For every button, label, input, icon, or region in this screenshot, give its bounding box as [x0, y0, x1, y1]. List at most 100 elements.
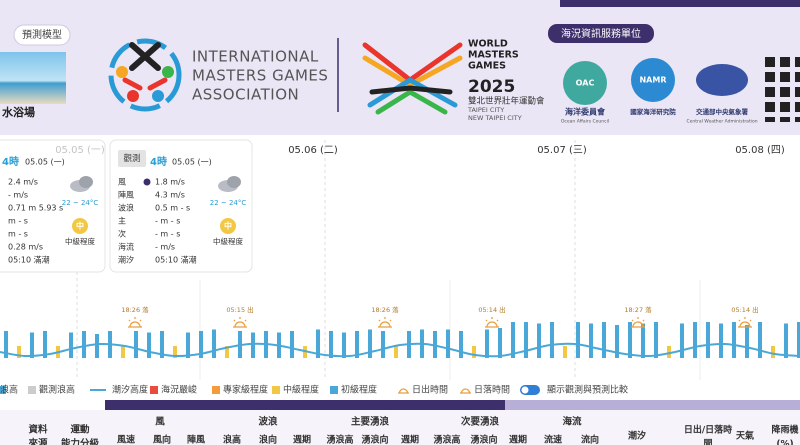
card-date: 05.05 (一): [172, 158, 212, 167]
bar: [95, 334, 99, 358]
qr-cell: [765, 72, 770, 77]
qr-cell: [795, 92, 800, 97]
bar: [797, 322, 800, 358]
qr-cell: [780, 107, 785, 112]
cwa-logo: [696, 64, 748, 96]
table-head: 運動: [70, 424, 90, 436]
wind-icon: [143, 178, 151, 186]
sun-time: 05:14 出: [478, 305, 505, 314]
imga-logo: [108, 38, 182, 112]
bar: [342, 332, 346, 358]
card-badge: 觀測: [123, 153, 140, 164]
card-value: - m/s: [8, 191, 28, 200]
bar: [745, 325, 749, 358]
wmg-year: 2025: [468, 77, 515, 97]
bar: [160, 331, 164, 358]
bar: [485, 329, 489, 358]
bar: [589, 323, 593, 358]
qr-cell: [765, 62, 770, 67]
legend-swatch: [398, 388, 409, 394]
bar: [251, 332, 255, 358]
bar: [17, 346, 21, 358]
legend-swatch: [150, 386, 158, 394]
table-column: 湧浪高: [433, 434, 460, 445]
level-badge: [220, 218, 236, 234]
qr-cell: [780, 92, 785, 97]
table-head: 來源: [27, 438, 48, 445]
qr-cell: [795, 77, 800, 82]
thumbnail[interactable]: [0, 52, 66, 104]
legend-label: 顯示觀測與預測比較: [547, 384, 628, 396]
table-band: [105, 400, 505, 410]
table-head: (%): [776, 440, 793, 445]
sun-time: 18:26 落: [371, 305, 399, 314]
qr-cell: [770, 77, 775, 82]
bar: [316, 329, 320, 358]
table-column: 湧浪高: [326, 434, 353, 445]
card-row-value: - m - s: [155, 230, 180, 239]
bar: [225, 346, 229, 358]
table-head: 能力分級: [61, 438, 100, 445]
bar: [69, 332, 73, 358]
qr-cell: [780, 87, 785, 92]
bar: [433, 331, 437, 358]
qr-cell: [780, 72, 785, 77]
wmg-text: WORLD: [468, 39, 508, 50]
bar: [654, 322, 658, 358]
badge: [118, 150, 146, 167]
qr-cell: [795, 107, 800, 112]
model-label: 預測模型: [22, 28, 62, 41]
agency-en: Central Weather Administration: [686, 119, 757, 125]
bar: [680, 323, 684, 358]
wmg-zh: 雙北世界壯年運動會: [468, 96, 545, 107]
table-head: 間: [703, 439, 712, 445]
bar: [524, 322, 528, 358]
bar: [121, 346, 125, 358]
bar: [173, 346, 177, 358]
qr-cell: [780, 102, 785, 107]
legend-swatch: [28, 386, 36, 394]
bar: [511, 322, 515, 358]
bar: [498, 328, 502, 358]
thumb-label: 水浴場: [2, 105, 35, 119]
bar: [459, 331, 463, 358]
card-row-value: 1.8 m/s: [155, 178, 185, 187]
bar: [719, 323, 723, 358]
bar: [30, 332, 34, 358]
qr-cell: [770, 57, 775, 62]
bar: [576, 322, 580, 358]
card-row-label: 波浪: [118, 203, 134, 213]
level-badge: [72, 218, 88, 234]
qr-cell: [780, 77, 785, 82]
namr-logo: [631, 58, 675, 102]
agency-en: Ocean Affairs Council: [561, 119, 609, 125]
sun-icon: [233, 317, 247, 328]
legend-label: 潮汐高度: [112, 384, 148, 396]
agency-zh: 海洋委員會: [565, 107, 606, 117]
table-column: 風速: [117, 434, 135, 445]
tide-line: [0, 342, 800, 358]
qr-cell: [765, 92, 770, 97]
qr-code[interactable]: [765, 57, 800, 122]
table-head: 天氣: [736, 430, 754, 442]
legend-swatch: [330, 386, 338, 394]
legend-label: 中級程度: [283, 384, 319, 396]
bar: [82, 331, 86, 358]
sun-icon: [128, 317, 142, 328]
table-head: 資料: [28, 424, 48, 436]
table-header: [0, 410, 800, 445]
sun-icon: [631, 317, 645, 328]
qr-cell: [795, 62, 800, 67]
legend-swatch: [212, 386, 220, 394]
agency-abbr: NAMR: [639, 76, 666, 85]
table-band: [505, 400, 800, 410]
bar: [134, 331, 138, 358]
model-pill[interactable]: [13, 24, 71, 46]
legend-label: 專家級程度: [223, 384, 268, 396]
legend-swatch: [272, 386, 280, 394]
card-row-value: 0.5 m - s: [155, 204, 190, 213]
bar: [446, 329, 450, 358]
card-row-label: 海流: [118, 242, 134, 252]
table-column: 流速: [544, 434, 562, 445]
